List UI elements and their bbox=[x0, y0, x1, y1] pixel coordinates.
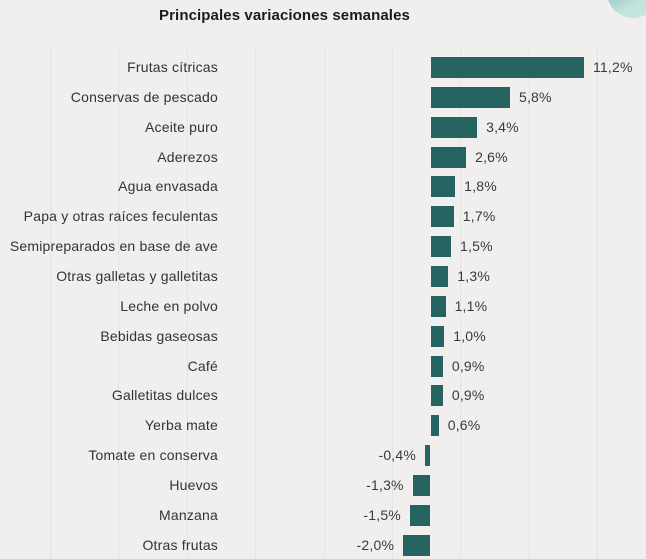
bar-row: Huevos -1,3% bbox=[0, 474, 646, 496]
gridline bbox=[528, 46, 530, 559]
bar bbox=[430, 295, 446, 317]
value-label: 11,2% bbox=[592, 59, 633, 75]
gridline bbox=[460, 46, 462, 559]
bar-row: Papa y otras raíces feculentas 1,7% bbox=[0, 206, 646, 228]
bar-row: Yerba mate 0,6% bbox=[0, 415, 646, 437]
category-label: Otras frutas bbox=[142, 536, 218, 553]
value-label: 5,8% bbox=[518, 88, 552, 105]
bar bbox=[430, 176, 456, 198]
category-label: Otras galletas y galletitas bbox=[56, 267, 218, 284]
value-label: 1,1% bbox=[454, 297, 488, 314]
value-label: -2,0% bbox=[356, 536, 395, 553]
value-label: 3,4% bbox=[486, 118, 519, 135]
bar bbox=[430, 265, 449, 287]
bar-row: Aderezos 2,6% bbox=[0, 146, 646, 168]
value-label: -1,3% bbox=[366, 476, 404, 493]
value-label: 0,9% bbox=[451, 387, 485, 404]
category-label: Café bbox=[187, 357, 218, 374]
bar bbox=[430, 116, 478, 138]
category-label: Yerba mate bbox=[144, 417, 218, 434]
bar-row: Galletitas dulces 0,9% bbox=[0, 385, 646, 407]
value-label: 1,3% bbox=[457, 267, 491, 284]
value-label: -0,4% bbox=[378, 447, 417, 464]
category-label: Huevos bbox=[169, 476, 218, 493]
category-label: Semipreparados en base de ave bbox=[9, 238, 218, 255]
bar bbox=[430, 206, 454, 228]
value-label: 1,5% bbox=[460, 238, 493, 255]
category-label: Bebidas gaseosas bbox=[100, 327, 218, 344]
chart-title: Principales variaciones semanales bbox=[159, 7, 410, 24]
category-label: Manzana bbox=[159, 506, 218, 523]
bar-row: Frutas cítricas 11,2% bbox=[0, 57, 646, 78]
value-label: 2,6% bbox=[475, 148, 508, 165]
bar-row: Manzana -1,5% bbox=[0, 504, 646, 526]
gridline bbox=[597, 46, 599, 559]
bar-row: Leche en polvo 1,1% bbox=[0, 295, 646, 317]
category-label: Aderezos bbox=[157, 148, 218, 165]
bar bbox=[430, 355, 443, 377]
bar-row: Tomate en conserva -0,4% bbox=[0, 445, 646, 467]
category-label: Tomate en conserva bbox=[88, 447, 218, 464]
bar-row: Conservas de pescado 5,8% bbox=[0, 86, 646, 108]
category-label: Aceite puro bbox=[144, 118, 218, 135]
value-label: 1,7% bbox=[462, 208, 496, 225]
category-label: Galletitas dulces bbox=[111, 387, 218, 404]
value-label: 0,9% bbox=[451, 357, 485, 374]
bar-row: Bebidas gaseosas 1,0% bbox=[0, 325, 646, 347]
category-label: Agua envasada bbox=[118, 178, 218, 195]
bar-row: Aceite puro 3,4% bbox=[0, 116, 646, 138]
bar bbox=[430, 57, 584, 78]
bar-row: Agua envasada 1,8% bbox=[0, 176, 646, 198]
gridline bbox=[118, 46, 120, 559]
decorative-teal-circle bbox=[607, 0, 646, 18]
bar bbox=[412, 474, 431, 496]
value-label: 0,6% bbox=[447, 417, 481, 434]
value-label: 1,8% bbox=[464, 178, 497, 195]
bar-row: Otras frutas -2,0% bbox=[0, 534, 646, 556]
bar bbox=[430, 236, 452, 258]
gridline bbox=[255, 46, 257, 559]
gridline bbox=[323, 46, 325, 559]
bar bbox=[403, 534, 431, 556]
bar bbox=[430, 86, 510, 108]
gridline bbox=[186, 46, 188, 559]
bar bbox=[430, 146, 467, 168]
bar-row: Semipreparados en base de ave 1,5% bbox=[0, 236, 646, 258]
gridline bbox=[392, 46, 393, 559]
bar bbox=[409, 504, 431, 526]
bar bbox=[430, 325, 445, 347]
bar bbox=[430, 415, 439, 437]
category-label: Frutas cítricas bbox=[127, 59, 218, 75]
bar bbox=[425, 445, 431, 467]
bar-row: Otras galletas y galletitas 1,3% bbox=[0, 265, 646, 287]
gridline bbox=[50, 46, 51, 559]
bar bbox=[430, 385, 443, 407]
value-label: -1,5% bbox=[363, 506, 401, 523]
bar-row: Café 0,9% bbox=[0, 355, 646, 377]
category-label: Leche en polvo bbox=[120, 297, 218, 314]
category-label: Conservas de pescado bbox=[70, 88, 218, 105]
value-label: 1,0% bbox=[453, 327, 486, 344]
category-label: Papa y otras raíces feculentas bbox=[23, 208, 218, 225]
